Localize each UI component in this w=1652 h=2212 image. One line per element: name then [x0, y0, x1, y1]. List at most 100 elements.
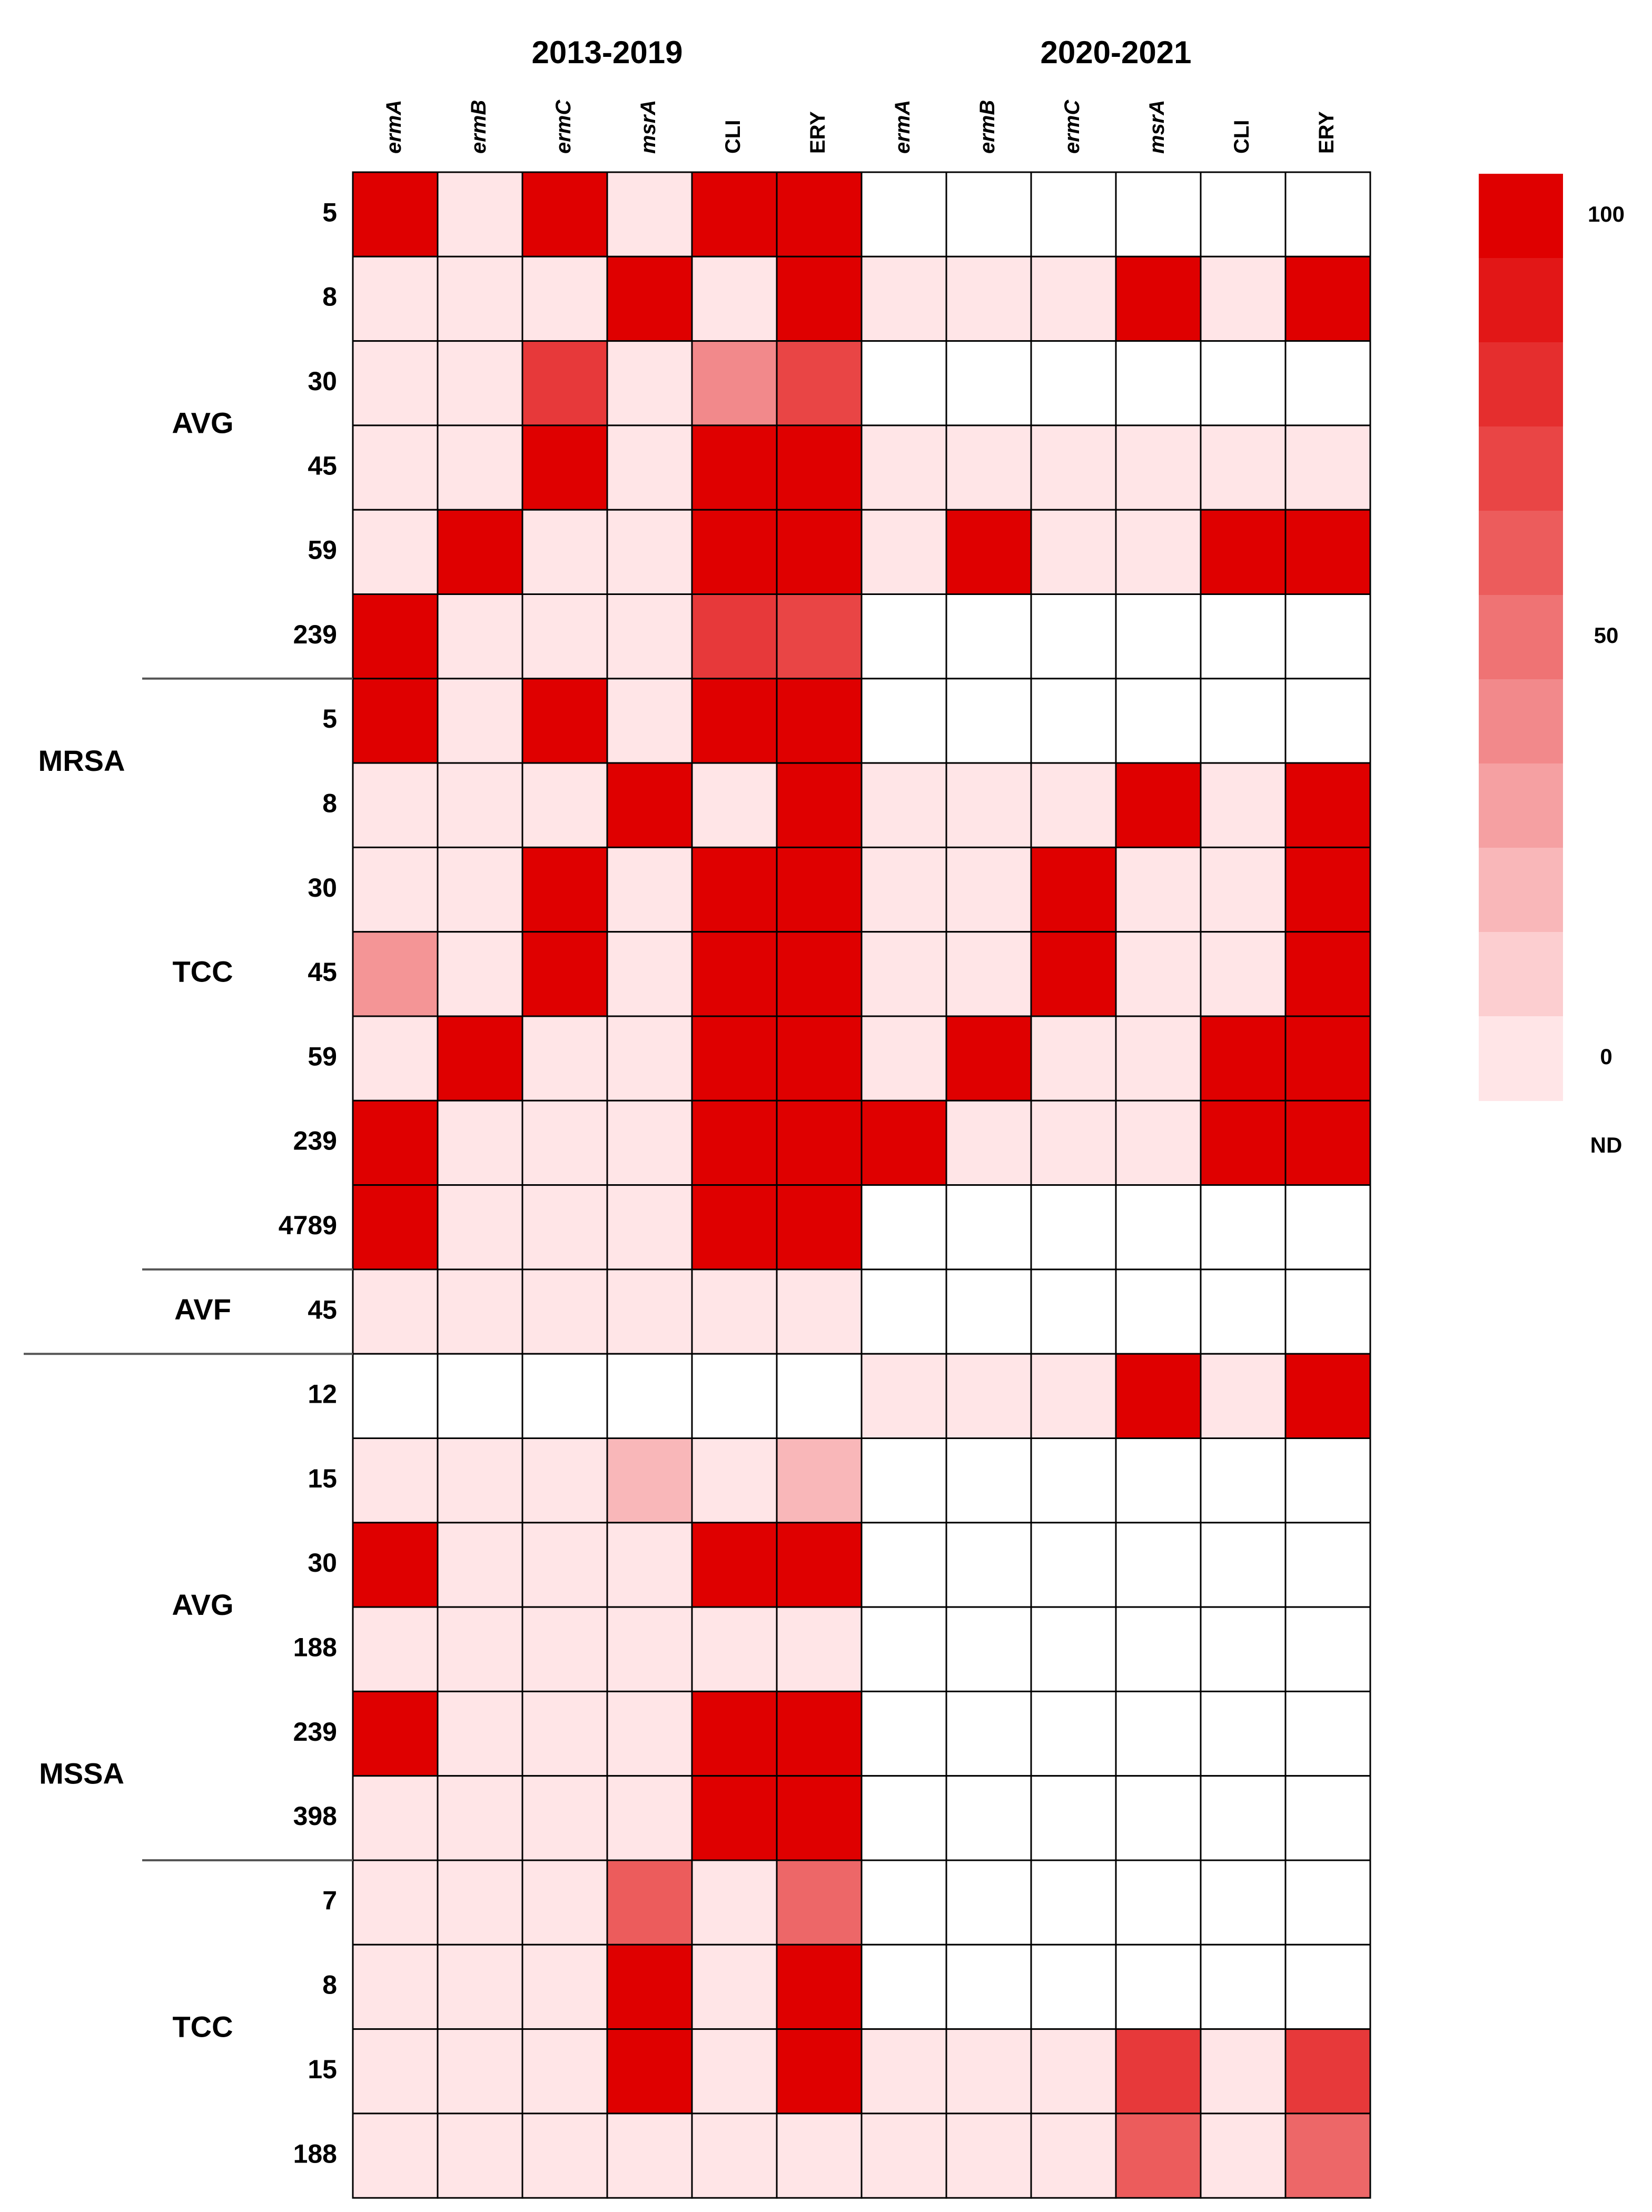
- heatmap-cell: [437, 1690, 523, 1777]
- heatmap-cell: [1030, 846, 1117, 933]
- heatmap-cell: [945, 2028, 1032, 2115]
- column-headers: ermA ermB ermC msrA CLI ERY ermA ermB ermC msrA CL…: [382, 100, 1338, 154]
- heatmap-cell: [1200, 2112, 1287, 2199]
- heatmap-cell: [437, 1184, 523, 1271]
- heatmap-cell: [352, 593, 439, 680]
- heatmap-cell: [945, 340, 1032, 426]
- heatmap-cell: [606, 1184, 693, 1271]
- heatmap-cell: [945, 762, 1032, 848]
- column-header-ermc: ermC: [552, 100, 575, 154]
- heatmap-cell: [860, 509, 947, 596]
- heatmap-cell: [776, 1859, 863, 1946]
- heatmap-cell: [606, 424, 693, 511]
- heatmap-cell: [521, 1606, 608, 1692]
- heatmap-cell: [1115, 1015, 1202, 1102]
- heatmap-cell: [691, 1859, 778, 1946]
- heatmap-cell: [521, 1437, 608, 1524]
- heatmap-cell: [860, 340, 947, 426]
- heatmap-cell: [691, 2028, 778, 2115]
- heatmap-cell: [521, 340, 608, 426]
- heatmap-cell: [352, 340, 439, 426]
- heatmap-cell: [352, 1522, 439, 1608]
- column-header-ery: ERY: [806, 111, 829, 154]
- heatmap-cell: [1115, 931, 1202, 1017]
- heatmap-cell: [945, 509, 1032, 596]
- heatmap-cell: [860, 1099, 947, 1186]
- heatmap-cell: [691, 1606, 778, 1692]
- heatmap-cell: [437, 255, 523, 342]
- legend-swatch: [1479, 426, 1563, 511]
- legend-tick-label: 100: [1588, 202, 1625, 226]
- heatmap-cell: [352, 931, 439, 1017]
- heatmap-cell: [606, 1859, 693, 1946]
- heatmap-cell: [1030, 255, 1117, 342]
- color-legend: 100 50 0 ND: [1479, 174, 1625, 1157]
- row-label: 8: [322, 282, 337, 312]
- heatmap-cell: [437, 2112, 523, 2199]
- heatmap-cell: [1200, 1606, 1287, 1692]
- heatmap-cell: [606, 171, 693, 257]
- heatmap-cell: [776, 1184, 863, 1271]
- heatmap-cell: [691, 1522, 778, 1608]
- heatmap-cell: [945, 1943, 1032, 2030]
- heatmap-cell: [437, 1099, 523, 1186]
- heatmap-cell: [606, 846, 693, 933]
- heatmap-cell: [776, 593, 863, 680]
- heatmap-cell: [776, 1268, 863, 1355]
- heatmap-cell: [1200, 931, 1287, 1017]
- heatmap-cell: [1200, 509, 1287, 596]
- heatmap-cell: [521, 1184, 608, 1271]
- row-label: 4789: [279, 1211, 337, 1240]
- heatmap-cell: [1030, 509, 1117, 596]
- legend-swatch: [1479, 679, 1563, 764]
- heatmap-cell: [1284, 171, 1371, 257]
- column-header-msra: msrA: [1145, 100, 1169, 154]
- heatmap-cell: [945, 1268, 1032, 1355]
- heatmap-cell: [606, 2028, 693, 2115]
- row-label: 30: [308, 1548, 337, 1578]
- row-label: 239: [293, 1717, 337, 1747]
- heatmap-cell: [521, 424, 608, 511]
- heatmap-cell: [860, 1775, 947, 1861]
- group-labels: AVG TCC AVF AVG TCC MRSA MSSA: [38, 406, 234, 2044]
- heatmap-cell: [776, 1606, 863, 1692]
- heatmap-cell: [521, 171, 608, 257]
- heatmap-cell: [1284, 1015, 1371, 1102]
- heatmap-cell: [776, 1353, 863, 1439]
- heatmap-cell: [1115, 171, 1202, 257]
- heatmap-cell: [352, 762, 439, 848]
- top-group-label: MSSA: [39, 1757, 124, 1790]
- heatmap-cell: [606, 593, 693, 680]
- legend-swatch: [1479, 1016, 1563, 1101]
- heatmap-cell: [521, 1859, 608, 1946]
- row-label: 188: [293, 1632, 337, 1662]
- heatmap-cell: [352, 1015, 439, 1102]
- heatmap-cell: [352, 1859, 439, 1946]
- heatmap-cell: [776, 509, 863, 596]
- heatmap-cell: [1200, 424, 1287, 511]
- heatmap-cell: [945, 1437, 1032, 1524]
- heatmap-cell: [606, 255, 693, 342]
- heatmap-cell: [1200, 1184, 1287, 1271]
- heatmap-cell: [860, 1522, 947, 1608]
- heatmap-cell: [437, 424, 523, 511]
- heatmap-cell: [606, 931, 693, 1017]
- heatmap-cell: [691, 762, 778, 848]
- row-label: 188: [293, 2139, 337, 2168]
- heatmap-cell: [691, 171, 778, 257]
- heatmap-cell: [437, 931, 523, 1017]
- heatmap-cell: [1284, 846, 1371, 933]
- row-label: 239: [293, 1126, 337, 1156]
- heatmap-cell: [945, 424, 1032, 511]
- heatmap-cell: [521, 1099, 608, 1186]
- heatmap-cell: [437, 2028, 523, 2115]
- heatmap-cell: [437, 762, 523, 848]
- heatmap-cell: [437, 1015, 523, 1102]
- heatmap-cell: [1115, 1690, 1202, 1777]
- legend-tick-label: 0: [1600, 1044, 1612, 1069]
- heatmap-cell: [521, 593, 608, 680]
- heatmap-cell: [1115, 424, 1202, 511]
- heatmap-cell: [945, 593, 1032, 680]
- heatmap-cell: [860, 2112, 947, 2199]
- heatmap-cell: [776, 1943, 863, 2030]
